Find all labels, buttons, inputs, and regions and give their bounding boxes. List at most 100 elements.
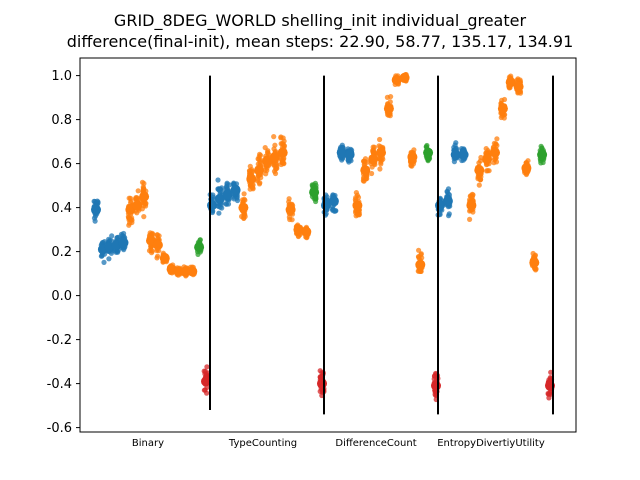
y-tick-label: 0.0 (51, 289, 72, 304)
data-marks (91, 72, 555, 403)
cluster-mean-marker (277, 147, 288, 158)
y-tick-label: -0.6 (47, 421, 72, 436)
cluster-mean-marker (352, 200, 363, 211)
cluster-mean-marker (336, 147, 347, 158)
data-point (215, 177, 221, 183)
strip-cluster-orange (482, 146, 493, 174)
strip-cluster-orange (466, 191, 477, 222)
data-point (369, 170, 375, 177)
strip-cluster-orange (352, 190, 363, 219)
strip-cluster-orange (254, 151, 265, 187)
data-point (135, 188, 141, 194)
data-point (272, 170, 279, 177)
cluster-mean-marker (269, 152, 280, 162)
data-point (485, 168, 491, 174)
strip-cluster-blue (321, 192, 331, 218)
strip-cluster-orange (407, 147, 418, 169)
data-point (468, 193, 474, 199)
strip-cluster-red (201, 364, 211, 396)
strip-cluster-red (431, 370, 441, 403)
cluster-mean-marker (466, 200, 477, 211)
strip-cluster-orange (152, 232, 163, 261)
cluster-mean-marker (159, 253, 170, 264)
cluster-mean-marker (344, 149, 355, 160)
x-category-label: DifferenceCount (335, 438, 416, 449)
strip-cluster-orange (490, 136, 500, 166)
data-point (272, 142, 278, 148)
cluster-mean-marker (246, 174, 257, 184)
cluster-mean-marker (474, 165, 485, 176)
data-point (223, 201, 230, 207)
strip-cluster-orange (415, 247, 426, 274)
cluster-mean-marker (521, 163, 532, 173)
data-point (134, 210, 140, 216)
data-point (128, 198, 134, 204)
strip-cluster-orange (376, 136, 386, 172)
data-point (470, 209, 476, 215)
data-point (432, 373, 438, 379)
data-point (101, 259, 107, 265)
strip-cluster-orange (159, 250, 170, 265)
data-point (501, 115, 507, 121)
data-point (154, 232, 160, 238)
data-point (467, 216, 473, 222)
data-point (477, 158, 484, 164)
data-point (141, 214, 147, 220)
cluster-mean-marker (497, 103, 508, 114)
data-point (215, 186, 221, 192)
data-point (129, 217, 135, 223)
data-point (280, 135, 286, 141)
strip-cluster-orange (246, 163, 257, 192)
data-point (91, 215, 98, 221)
data-point (478, 174, 484, 180)
data-point (106, 256, 112, 262)
strip-cluster-blue (207, 192, 217, 216)
strip-cluster-orange (399, 72, 410, 84)
data-point (210, 192, 216, 198)
cluster-mean-marker (262, 156, 272, 167)
data-point (493, 159, 500, 165)
data-point (313, 196, 319, 202)
chart-subtitle: difference(final-init), mean steps: 22.9… (66, 32, 574, 51)
cluster-mean-marker (360, 165, 371, 176)
cluster-mean-marker (537, 149, 548, 160)
strip-cluster-orange (391, 73, 402, 87)
data-point (483, 146, 489, 152)
data-point (353, 190, 359, 196)
y-tick-label: 0.2 (51, 245, 72, 260)
strip-cluster-blue (328, 192, 339, 214)
data-point (384, 94, 390, 100)
data-point (143, 201, 149, 207)
strip-cluster-blue (336, 142, 347, 163)
data-point (286, 214, 292, 220)
strip-cluster-orange (285, 196, 296, 223)
x-category-label: Binary (132, 438, 164, 449)
cluster-mean-marker (442, 196, 453, 206)
cluster-mean-marker (513, 81, 524, 92)
data-point (539, 145, 545, 151)
cluster-mean-marker (450, 149, 461, 160)
data-point (224, 181, 230, 187)
data-point (499, 97, 505, 103)
data-point (309, 182, 315, 188)
data-point (494, 136, 500, 142)
data-point (263, 171, 269, 177)
y-tick-label: 0.8 (51, 113, 72, 128)
data-point (493, 141, 499, 147)
strip-cluster-orange (269, 134, 280, 177)
strip-cluster-blue (91, 198, 101, 224)
cluster-mean-marker (201, 376, 211, 387)
strip-cluster-blue (222, 180, 233, 207)
strip-cluster-green (423, 142, 434, 164)
data-point (517, 77, 523, 83)
strip-cluster-orange (497, 96, 508, 121)
strip-cluster-red (317, 368, 327, 399)
x-category-label: TypeCounting (228, 438, 297, 449)
data-point (254, 178, 260, 184)
cluster-mean-marker (207, 200, 217, 211)
data-point (247, 163, 253, 169)
data-point (371, 144, 377, 150)
cluster-mean-marker (214, 193, 225, 204)
data-point (216, 210, 222, 216)
cluster-mean-marker (431, 380, 441, 391)
